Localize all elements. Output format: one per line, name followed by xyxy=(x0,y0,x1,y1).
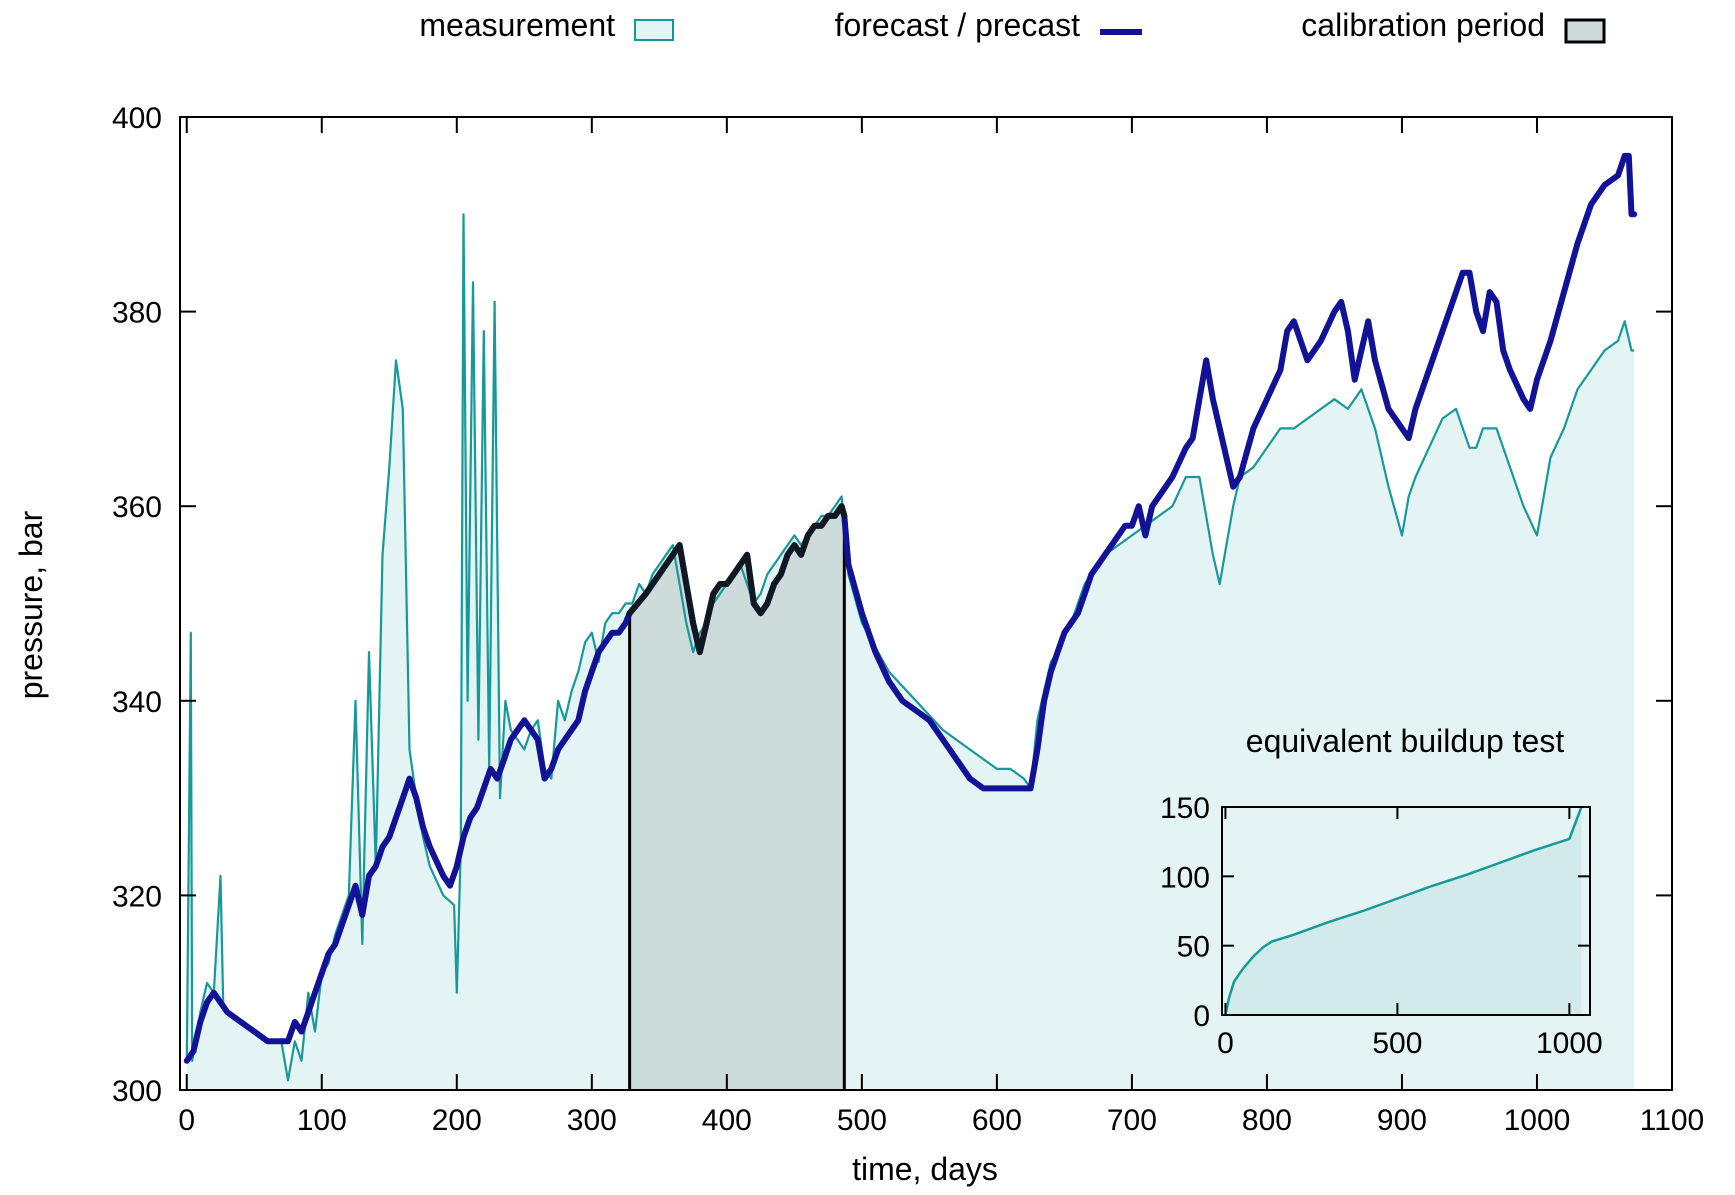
measurement-area-layer xyxy=(186,214,1635,1091)
x-tick-label: 800 xyxy=(1242,1104,1292,1137)
calibration-band xyxy=(629,506,845,1090)
main-axes: 0 100 200 300 400 500 600 700 800 900 1000 11003003… xyxy=(112,102,1704,1137)
y-tick-label: 380 xyxy=(112,297,162,330)
legend-label-measurement: measurement xyxy=(419,7,615,43)
inset-chart: 0 500 1000 0 50 100 150 xyxy=(1160,792,1603,1060)
inset-y-tick-label: 0 xyxy=(1193,1000,1210,1033)
x-tick-label: 1100 xyxy=(1640,1104,1705,1137)
x-tick-label: 300 xyxy=(567,1104,617,1137)
x-tick-label: 100 xyxy=(297,1104,347,1137)
y-axis-label: pressure, bar xyxy=(13,510,49,699)
x-tick-label: 700 xyxy=(1107,1104,1157,1137)
inset-frame xyxy=(1221,806,1591,1016)
y-tick-label: 320 xyxy=(112,880,162,913)
inset-area xyxy=(1225,807,1582,1015)
y-tick-label: 340 xyxy=(112,686,162,719)
x-tick-label: 200 xyxy=(432,1104,482,1137)
legend-swatch-calibration xyxy=(1564,18,1606,44)
x-axis-label: time, days xyxy=(852,1151,998,1187)
inset-title: equivalent buildup test xyxy=(1246,723,1565,759)
plot-frame xyxy=(179,116,1673,1091)
inset-y-tick-label: 150 xyxy=(1160,792,1210,825)
x-tick-label: 1000 xyxy=(1504,1104,1571,1137)
legend-label-forecast: forecast / precast xyxy=(835,7,1081,43)
inset-x-tick-label: 500 xyxy=(1372,1027,1422,1060)
x-tick-label: 400 xyxy=(702,1104,752,1137)
legend: measurement forecast / precast calibrati… xyxy=(419,7,1606,44)
legend-swatch-measurement xyxy=(634,19,674,41)
x-tick-label: 900 xyxy=(1377,1104,1427,1137)
x-tick-label: 600 xyxy=(972,1104,1022,1137)
inset-y-tick-label: 100 xyxy=(1160,861,1210,894)
measurement-area xyxy=(186,214,1635,1091)
inset-x-tick-label: 1000 xyxy=(1536,1027,1603,1060)
x-tick-label: 500 xyxy=(837,1104,887,1137)
inset-y-tick-label: 50 xyxy=(1177,931,1210,964)
calibration-forecast-line xyxy=(626,503,848,656)
y-tick-label: 400 xyxy=(112,102,162,135)
inset-line xyxy=(1224,806,1583,1016)
calibration-period-layer xyxy=(628,506,846,1090)
y-tick-label: 360 xyxy=(112,491,162,524)
series-line-layer xyxy=(183,152,1638,1082)
y-tick-label: 300 xyxy=(112,1075,162,1108)
inset-x-tick-label: 0 xyxy=(1217,1027,1234,1060)
x-tick-label: 0 xyxy=(178,1104,195,1137)
legend-label-calibration: calibration period xyxy=(1301,7,1545,43)
